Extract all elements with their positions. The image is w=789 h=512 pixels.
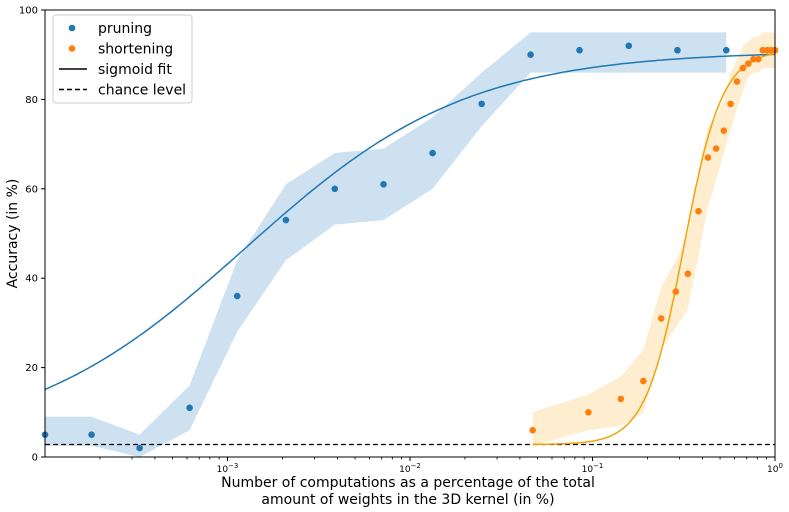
pruning-point: [625, 42, 633, 50]
confidence-bands: [45, 32, 775, 457]
shortening-point: [727, 100, 734, 108]
shortening-point: [684, 270, 692, 278]
pruning-point: [429, 149, 436, 157]
legend-label: pruning: [98, 21, 152, 37]
legend-label: shortening: [98, 42, 173, 58]
shortening-confidence-band: [532, 32, 775, 446]
shortening-point: [720, 127, 728, 134]
pruning-point: [380, 181, 387, 188]
shortening-point: [617, 395, 625, 403]
pruning-point: [527, 51, 534, 58]
pruning-point: [88, 431, 95, 438]
pruning-point: [576, 46, 583, 54]
legend-label: chance level: [98, 83, 186, 99]
shortening-point: [585, 409, 592, 416]
legend-marker: [68, 24, 76, 32]
pruning-point: [723, 46, 730, 54]
shortening-point: [704, 154, 712, 161]
x-tick-label: 100: [767, 462, 783, 475]
shortening-point: [672, 288, 680, 295]
y-axis: 0 20 40 60 80 100: [19, 6, 45, 464]
shortening-point: [695, 207, 702, 215]
y-tick-label: 100: [19, 6, 38, 17]
y-tick-label: 60: [25, 184, 38, 195]
shortening-point: [754, 55, 762, 63]
legend-label: sigmoid fit: [98, 62, 172, 78]
shortening-point: [657, 315, 665, 322]
x-axis-label-line-2: amount of weights in the 3D kernel (in %…: [261, 492, 554, 508]
shortening-point: [744, 60, 752, 67]
pruning-confidence-band: [45, 32, 727, 457]
pruning-sigmoid-fit: [45, 53, 775, 391]
shortening-point: [739, 64, 747, 72]
y-tick-label: 80: [25, 95, 38, 106]
pruning-point: [136, 444, 143, 452]
legend: pruning shortening sigmoid fit chance level: [52, 14, 193, 104]
shortening-sigmoid-fit: [532, 52, 775, 446]
shortening-point: [529, 426, 536, 434]
pruning-point: [331, 185, 339, 193]
y-tick-label: 0: [32, 453, 38, 464]
x-tick-label: 10−2: [399, 462, 421, 475]
shortening-point: [750, 55, 757, 63]
x-axis-label-line-1: Number of computations as a percentage o…: [221, 475, 595, 491]
y-tick-label: 20: [25, 363, 38, 374]
shortening-point: [712, 145, 720, 152]
shortening-point: [640, 377, 647, 385]
legend-marker: [68, 45, 76, 52]
pruning-point: [478, 100, 485, 108]
sigmoid-fit-layer: [45, 52, 775, 446]
x-axis: 10−3 10−2 10−1 100: [99, 457, 783, 475]
x-tick-label: 10−3: [217, 462, 239, 475]
pruning-point: [674, 46, 681, 54]
x-tick-label: 10−1: [582, 462, 604, 475]
y-tick-label: 40: [25, 274, 38, 285]
pruning-point: [233, 292, 241, 300]
legend-box: [52, 14, 193, 104]
data-points-layer: [41, 42, 779, 452]
y-axis-label: Accuracy (in %): [5, 179, 21, 289]
shortening-point: [733, 78, 741, 85]
pruning-point: [186, 404, 193, 412]
pruning-point: [282, 216, 290, 224]
